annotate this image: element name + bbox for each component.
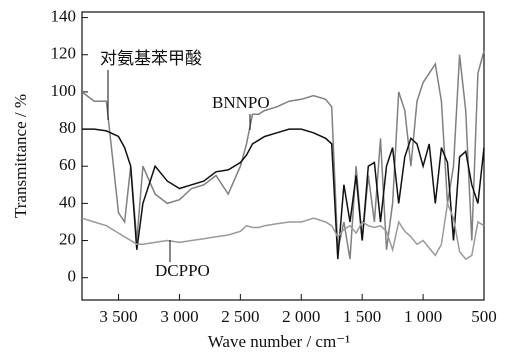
spectrum-line: [81, 200, 485, 261]
x-tick-label: 2 000: [282, 307, 320, 326]
y-tick-label: 100: [51, 81, 77, 100]
plot-frame: [81, 11, 485, 301]
legend-label: BNNPO: [212, 93, 270, 112]
y-axis-label: Transmittance / %: [11, 94, 30, 218]
x-tick-label: 3 000: [160, 307, 198, 326]
y-tick-label: 40: [59, 192, 76, 211]
legend-label: DCPPO: [155, 261, 210, 280]
legend-label: 对氨基苯甲酸: [100, 49, 202, 68]
x-tick-label: 500: [471, 307, 497, 326]
y-tick-label: 140: [51, 6, 77, 25]
y-tick-label: 60: [59, 155, 76, 174]
x-tick-label: 2 500: [221, 307, 259, 326]
spectrum-line: [81, 50, 485, 260]
x-axis-label: Wave number / cm⁻¹: [208, 332, 351, 351]
x-tick-label: 1 000: [404, 307, 442, 326]
x-tick-label: 3 500: [99, 307, 137, 326]
y-tick-label: 20: [59, 229, 76, 248]
y-tick-label: 80: [59, 118, 76, 137]
x-tick-label: 1 500: [343, 307, 381, 326]
y-tick-label: 120: [51, 44, 77, 63]
spectrum-line: [82, 128, 485, 260]
y-tick-label: 0: [68, 267, 77, 286]
